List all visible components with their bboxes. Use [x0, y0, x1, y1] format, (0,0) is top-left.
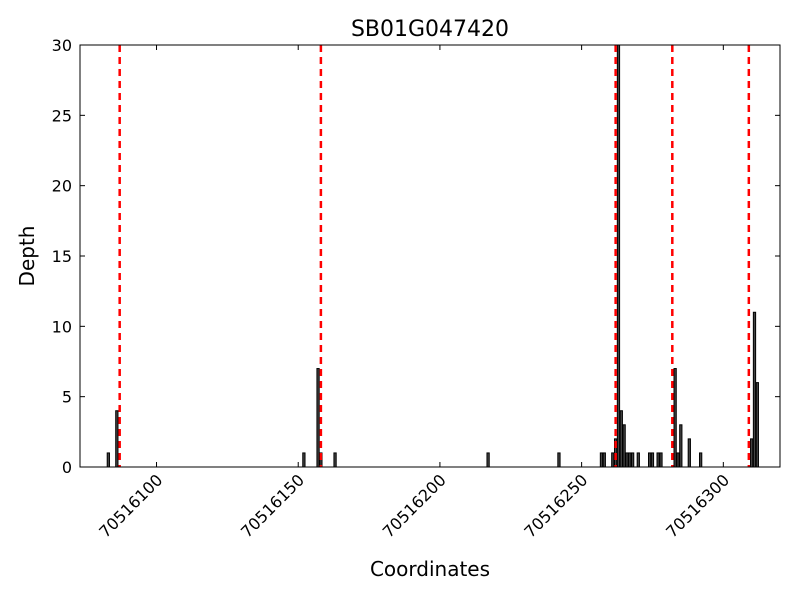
depth-bar: [755, 382, 759, 468]
depth-bar: [630, 452, 635, 468]
y-tick-label: 20: [52, 177, 72, 196]
depth-bar: [302, 452, 306, 468]
y-tick-label: 10: [52, 317, 72, 336]
depth-bar: [619, 410, 623, 468]
depth-bar: [599, 452, 604, 468]
depth-bar: [628, 452, 632, 468]
depth-bar: [750, 438, 754, 468]
depth-bar: [659, 452, 663, 468]
depth-bar: [602, 452, 606, 468]
y-tick-label: 0: [62, 458, 72, 477]
depth-bar: [673, 368, 677, 468]
y-tick-label: 25: [52, 106, 72, 125]
depth-bar: [687, 438, 691, 468]
depth-bar: [106, 452, 110, 468]
depth-bar: [752, 311, 757, 468]
depth-bar: [676, 452, 680, 468]
depth-bar: [486, 452, 490, 468]
y-axis-ticks: 0 5 10 15 20 25 30: [52, 36, 780, 477]
depth-bar: [636, 452, 640, 468]
x-axis-label: Coordinates: [370, 557, 490, 581]
depth-bar: [557, 452, 561, 468]
depth-bar: [625, 452, 629, 468]
depth-bar: [650, 452, 655, 468]
depth-bar: [679, 424, 683, 468]
y-axis-label: Depth: [15, 226, 39, 287]
y-tick-label: 5: [62, 388, 72, 407]
y-tick-label: 15: [52, 247, 72, 266]
depth-bar: [648, 452, 652, 468]
depth-bar: [115, 410, 119, 468]
y-tick-label: 30: [52, 36, 72, 55]
depth-bar: [333, 452, 337, 468]
depth-bar: [656, 452, 660, 468]
depth-bar: [622, 424, 626, 468]
depth-bar: [699, 452, 703, 468]
depth-bar: [316, 368, 320, 468]
reference-lines-group: [118, 45, 751, 467]
depth-bar: [616, 44, 621, 468]
chart-title: SB01G047420: [351, 17, 509, 42]
depth-bar: [611, 452, 615, 468]
